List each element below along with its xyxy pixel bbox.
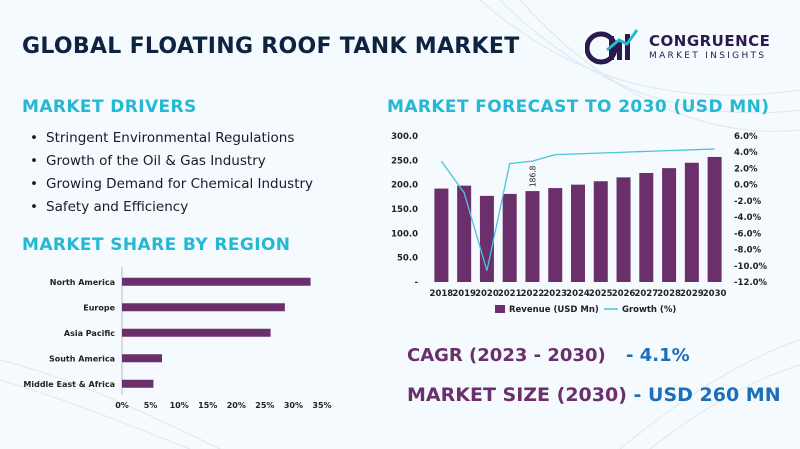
x-tick-label: 2026 [612, 289, 636, 299]
y-left-tick-label: 300.0 [391, 132, 418, 142]
y-left-tick-label: 150.0 [391, 205, 418, 215]
region-bar [122, 354, 162, 363]
company-logo: CONGRUENCE MARKET INSIGHTS [585, 26, 790, 70]
region-label: North America [50, 278, 115, 287]
legend-growth-label: Growth (%) [622, 305, 676, 315]
y-right-tick-label: 2.0% [734, 164, 758, 174]
y-right-tick-label: -10.0% [734, 262, 767, 272]
drivers-list: Stringent Environmental Regulations Grow… [30, 127, 313, 219]
revenue-bar [684, 162, 699, 282]
revenue-bar [434, 188, 449, 282]
x-tick-label: 2023 [543, 289, 567, 299]
revenue-bar [525, 191, 540, 282]
x-tick-label: 2029 [680, 289, 704, 299]
market-size-label: MARKET SIZE (2030) [407, 384, 627, 406]
revenue-bar [616, 177, 631, 282]
x-tick-label: 2020 [475, 289, 499, 299]
x-tick-label: 5% [144, 401, 158, 410]
revenue-bar [548, 188, 563, 282]
growth-line [440, 148, 715, 271]
x-tick-label: 2025 [589, 289, 613, 299]
x-tick-label: 20% [227, 401, 246, 410]
market-size-stat: MARKET SIZE (2030) - USD 260 MN [407, 384, 781, 406]
logo-tagline: MARKET INSIGHTS [649, 51, 767, 61]
x-tick-label: 25% [255, 401, 274, 410]
driver-item: Growth of the Oil & Gas Industry [30, 150, 313, 173]
revenue-bar [571, 184, 585, 282]
forecast-chart: 300.0250.0200.0150.0100.050.0-6.0%4.0%2.… [391, 132, 767, 315]
x-tick-label: 2019 [452, 289, 476, 299]
region-bar [122, 328, 271, 337]
y-right-tick-label: -6.0% [734, 229, 762, 239]
revenue-bar [707, 156, 722, 282]
region-bar [122, 379, 154, 388]
x-tick-label: 0% [115, 401, 129, 410]
region-bar [122, 277, 311, 286]
cagr-stat: CAGR (2023 - 2030) - 4.1% [407, 345, 690, 366]
x-tick-label: 2028 [657, 289, 681, 299]
driver-item: Stringent Environmental Regulations [30, 127, 313, 150]
region-heading: MARKET SHARE BY REGION [22, 235, 291, 255]
y-right-tick-label: 6.0% [734, 132, 758, 142]
y-left-tick-label: 250.0 [391, 156, 418, 166]
x-tick-label: 2030 [703, 289, 727, 299]
y-right-tick-label: -2.0% [734, 197, 762, 207]
region-label: Europe [83, 303, 115, 312]
y-left-tick-label: 100.0 [391, 229, 418, 239]
x-tick-label: 15% [198, 401, 217, 410]
revenue-bar [662, 168, 677, 282]
y-right-tick-label: -8.0% [734, 246, 762, 256]
region-label: Asia Pacific [64, 329, 115, 338]
revenue-data-label: 186.8 [528, 165, 537, 187]
y-left-tick-label: 50.0 [397, 254, 418, 264]
y-left-tick-label: 200.0 [391, 181, 418, 191]
y-right-tick-label: 0.0% [734, 181, 758, 191]
market-size-value: - USD 260 MN [633, 384, 781, 406]
forecast-heading: MARKET FORECAST TO 2030 (USD MN) [387, 97, 770, 117]
revenue-bar [457, 185, 472, 282]
revenue-bar [502, 193, 517, 282]
x-tick-label: 2021 [498, 289, 522, 299]
y-right-tick-label: 4.0% [734, 148, 758, 158]
y-right-tick-label: -4.0% [734, 213, 762, 223]
y-right-tick-label: -12.0% [734, 278, 767, 288]
x-tick-label: 30% [284, 401, 303, 410]
logo-name: CONGRUENCE [649, 32, 771, 50]
driver-item: Safety and Efficiency [30, 196, 313, 219]
y-left-tick-label: - [414, 278, 418, 288]
x-tick-label: 35% [312, 401, 331, 410]
x-tick-label: 10% [170, 401, 189, 410]
x-tick-label: 2027 [634, 289, 658, 299]
driver-item: Growing Demand for Chemical Industry [30, 173, 313, 196]
region-share-chart: North America Europe Asia Pacific South Ame… [23, 267, 332, 410]
x-tick-label: 2018 [430, 289, 454, 299]
drivers-heading: MARKET DRIVERS [22, 97, 197, 117]
page-title: GLOBAL FLOATING ROOF TANK MARKET [22, 34, 520, 59]
x-tick-label: 2022 [521, 289, 545, 299]
legend-revenue-swatch [495, 305, 505, 313]
revenue-bar [593, 181, 608, 282]
cagr-label: CAGR (2023 - 2030) [407, 345, 606, 366]
cagr-value: - 4.1% [625, 345, 690, 366]
x-tick-label: 2024 [566, 289, 590, 299]
revenue-bar [639, 172, 654, 282]
legend-revenue-label: Revenue (USD Mn) [509, 305, 599, 315]
region-bar [122, 303, 285, 312]
logo-mark-icon [585, 29, 639, 65]
region-label: Middle East & Africa [23, 380, 115, 389]
region-label: South America [49, 354, 115, 363]
